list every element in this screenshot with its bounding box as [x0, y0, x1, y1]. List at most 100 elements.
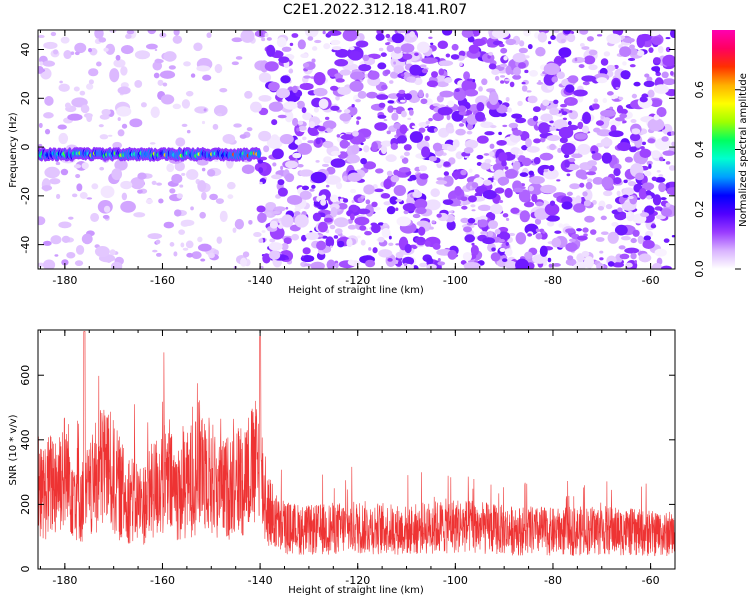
heatmap-cell [111, 168, 123, 181]
heatmap-cell [432, 142, 443, 152]
heatmap-cell [117, 117, 121, 121]
heatmap-cell [523, 201, 535, 208]
heatmap-cell [670, 131, 675, 136]
heatmap-cell [356, 120, 360, 125]
heatmap-cell [378, 102, 386, 108]
heatmap-cell [398, 30, 407, 34]
heatmap-cell [583, 256, 595, 269]
heatmap-cell [258, 238, 264, 244]
heatmap-cell [532, 106, 541, 113]
heatmap-cell [403, 262, 408, 267]
heatmap-cell [284, 110, 294, 123]
heatmap-cell [613, 177, 622, 185]
heatmap-cell [317, 221, 328, 233]
heatmap-cell [175, 137, 186, 147]
heatmap-cell [357, 208, 371, 215]
heatmap-cell [491, 68, 500, 76]
heatmap-cell [512, 187, 524, 193]
snr-x-tick-label: -180 [52, 574, 77, 587]
heatmap-cell [502, 258, 508, 263]
heatmap-cell [419, 262, 428, 268]
heatmap-cell [363, 145, 370, 153]
heatmap-cell [330, 85, 339, 91]
heatmap-cell [114, 159, 128, 171]
heatmap-cell [385, 154, 397, 163]
heatmap-cell [259, 181, 263, 185]
spectrogram-x-tick-label: -160 [150, 274, 175, 287]
heatmap-cell [134, 50, 151, 60]
heatmap-cell [527, 95, 538, 104]
heatmap-cell [642, 41, 652, 48]
heatmap-cell [639, 96, 648, 103]
heatmap-cell [540, 113, 553, 122]
heatmap-cell [153, 72, 160, 79]
heatmap-cell [390, 143, 398, 150]
heatmap-cell [217, 113, 223, 117]
heatmap-cell [257, 150, 261, 159]
heatmap-cell [615, 86, 620, 89]
heatmap-cell [515, 232, 527, 245]
heatmap-cell [500, 47, 508, 54]
heatmap-cell [315, 160, 320, 163]
spectrogram-y-tick-label: 40 [19, 43, 32, 57]
heatmap-cell [566, 173, 571, 177]
heatmap-cell [346, 154, 361, 164]
heatmap-cell [58, 221, 72, 229]
heatmap-cell [535, 201, 544, 207]
heatmap-cell [436, 81, 449, 88]
heatmap-cell [566, 98, 571, 103]
heatmap-cell [437, 106, 453, 116]
heatmap-cell [584, 215, 595, 223]
snr-y-axis-label: SNR (10 * v/v) [8, 414, 19, 485]
heatmap-cell [642, 239, 655, 250]
heatmap-cell [560, 142, 576, 155]
heatmap-cell [493, 181, 496, 186]
heatmap-cell [527, 44, 533, 50]
heatmap-cell [120, 180, 133, 190]
heatmap-cell [318, 98, 329, 110]
heatmap-cell [581, 75, 596, 82]
heatmap-cell [101, 108, 111, 116]
heatmap-cell [491, 247, 496, 252]
colorbar-label: Normalized spectral amplitude [738, 73, 749, 227]
heatmap-cell [67, 113, 83, 121]
heatmap-cell [317, 126, 326, 132]
heatmap-cell [186, 129, 191, 134]
heatmap-cell [263, 145, 270, 153]
heatmap-cell [512, 66, 522, 76]
heatmap-cell [380, 145, 388, 155]
snr-line-series [38, 331, 675, 557]
heatmap-cell [380, 193, 391, 199]
heatmap-cell [185, 240, 194, 249]
heatmap-cell [383, 201, 392, 206]
heatmap-cell [61, 259, 69, 266]
heatmap-cell [436, 177, 445, 181]
heatmap-cell [374, 188, 384, 193]
heatmap-cell [168, 65, 176, 70]
heatmap-cell [573, 89, 588, 97]
heatmap-cell [151, 180, 157, 186]
heatmap-cell [339, 69, 352, 76]
heatmap-cell [629, 44, 635, 50]
heatmap-cell [269, 238, 276, 243]
heatmap-cell [425, 93, 429, 98]
heatmap-cell [380, 52, 387, 57]
heatmap-cell [227, 194, 234, 199]
heatmap-cell [398, 89, 406, 94]
snr-axes: -180 -160 -140 -120 -100 -80 -60 0 200 400 600 [19, 330, 676, 587]
heatmap-cell [162, 82, 168, 87]
heatmap-cell [564, 160, 570, 168]
heatmap-cell [535, 233, 543, 240]
heatmap-cell [298, 126, 307, 131]
heatmap-cell [214, 63, 223, 74]
heatmap-cell [537, 32, 548, 43]
heatmap-cell [312, 212, 322, 222]
heatmap-cell [284, 257, 290, 260]
heatmap-cell [86, 113, 93, 123]
heatmap-cell [568, 157, 576, 163]
heatmap-cell [281, 214, 294, 228]
heatmap-cell [528, 170, 534, 176]
heatmap-cell [559, 137, 568, 144]
spectrogram-y-tick-label: -20 [19, 187, 32, 205]
